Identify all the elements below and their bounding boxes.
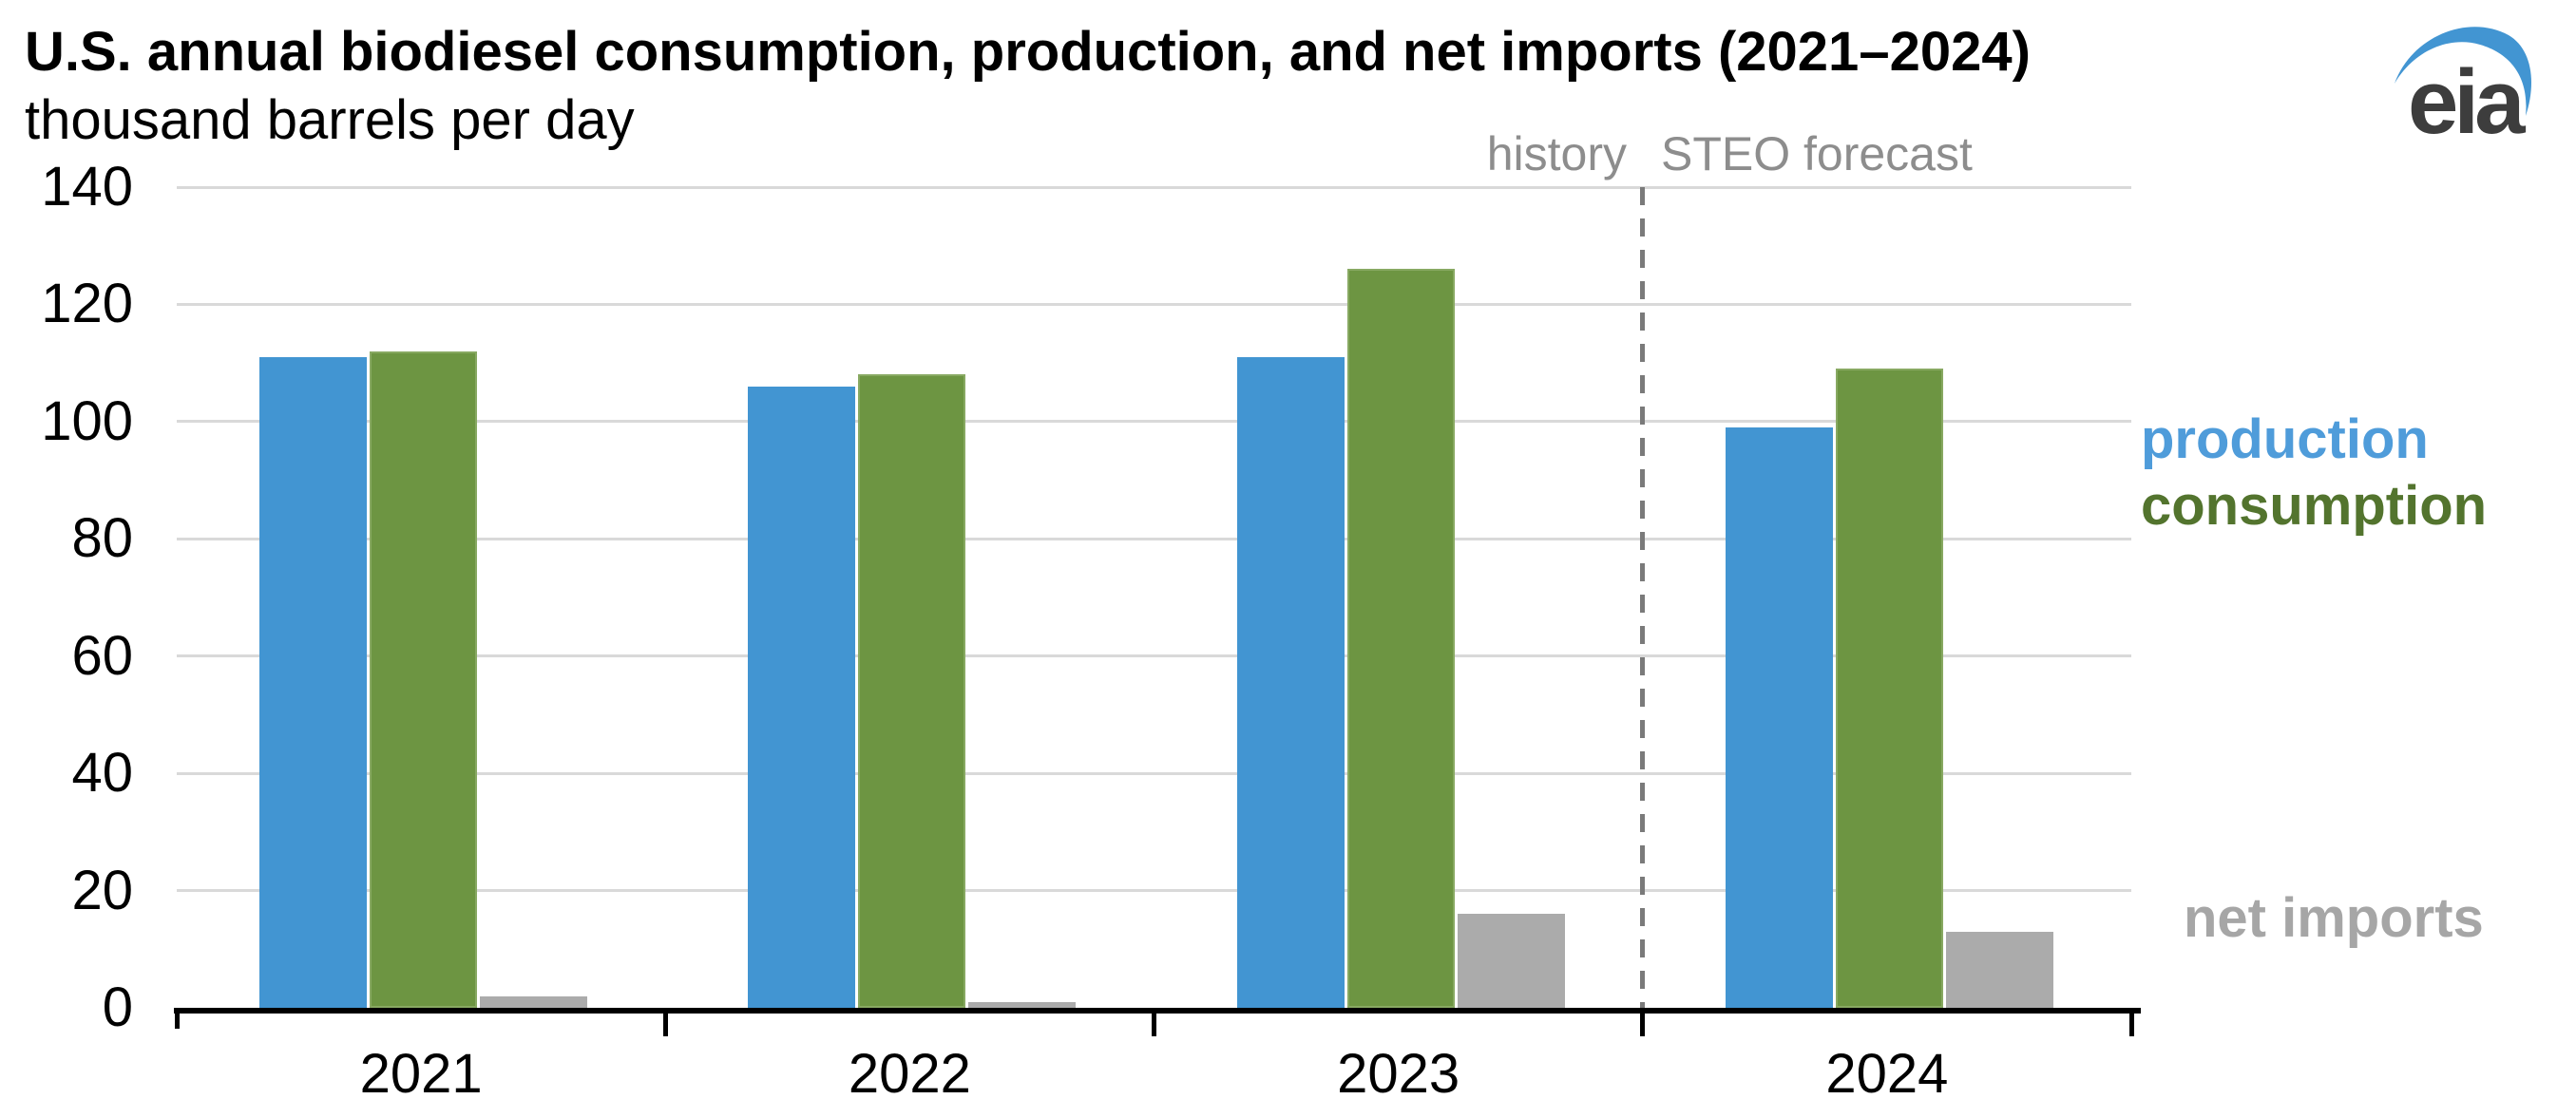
series-label-consumption: consumption — [2141, 475, 2488, 537]
y-tick-label-20: 20 — [71, 859, 133, 921]
bar-net-imports-2022 — [968, 1001, 1077, 1008]
bar-net-imports-2021 — [480, 995, 587, 1008]
x-axis-line — [174, 1008, 2141, 1014]
bar-net-imports-2023 — [1457, 914, 1565, 1008]
x-axis-tick-1 — [662, 1014, 668, 1036]
x-axis-tick-3 — [1640, 1014, 1646, 1036]
x-axis-tick-2 — [1152, 1014, 1156, 1036]
eia-logo-graphic: eia — [2395, 27, 2531, 153]
gridline-60 — [177, 654, 2131, 658]
bar-consumption-2021 — [370, 351, 477, 1008]
x-tick-label-2021: 2021 — [359, 1043, 483, 1105]
y-tick-label-120: 120 — [41, 273, 133, 335]
bar-production-2022 — [748, 386, 856, 1008]
y-tick-label-60: 60 — [71, 624, 133, 687]
y-tick-label-80: 80 — [71, 507, 133, 570]
y-tick-label-40: 40 — [71, 742, 133, 805]
bar-consumption-2023 — [1346, 269, 1455, 1008]
chart-subtitle: thousand barrels per day — [25, 89, 635, 151]
eia-logo-text: eia — [2408, 51, 2526, 146]
gridline-20 — [177, 889, 2131, 893]
x-axis-tick-0 — [174, 1014, 180, 1029]
bar-net-imports-2024 — [1945, 931, 2053, 1008]
history-label: history — [1486, 127, 1627, 180]
x-axis-tick-4 — [2128, 1014, 2134, 1036]
gridline-40 — [177, 771, 2131, 775]
chart-title: U.S. annual biodiesel consumption, produ… — [25, 21, 2031, 83]
x-tick-label-2022: 2022 — [848, 1043, 971, 1105]
series-label-production: production — [2141, 408, 2429, 470]
gridline-100 — [177, 420, 2131, 424]
forecast-label: STEO forecast — [1661, 127, 1973, 180]
bar-production-2023 — [1236, 356, 1345, 1008]
bar-consumption-2022 — [858, 374, 966, 1008]
bar-production-2024 — [1725, 427, 1833, 1008]
series-label-net-imports: net imports — [2184, 887, 2484, 949]
gridline-120 — [177, 302, 2131, 306]
y-tick-label-100: 100 — [41, 389, 133, 452]
gridline-140 — [177, 185, 2131, 189]
gridline-80 — [177, 537, 2131, 540]
y-tick-label-0: 0 — [102, 976, 133, 1038]
x-tick-label-2024: 2024 — [1825, 1043, 1949, 1105]
x-tick-label-2023: 2023 — [1337, 1043, 1460, 1105]
eia-swoosh-icon — [2395, 27, 2531, 116]
bar-production-2021 — [259, 356, 367, 1008]
y-tick-label-140: 140 — [41, 156, 133, 218]
bar-consumption-2024 — [1835, 369, 1943, 1008]
forecast-divider-line — [1640, 187, 1646, 1008]
eia-logo: eia — [2385, 21, 2554, 153]
